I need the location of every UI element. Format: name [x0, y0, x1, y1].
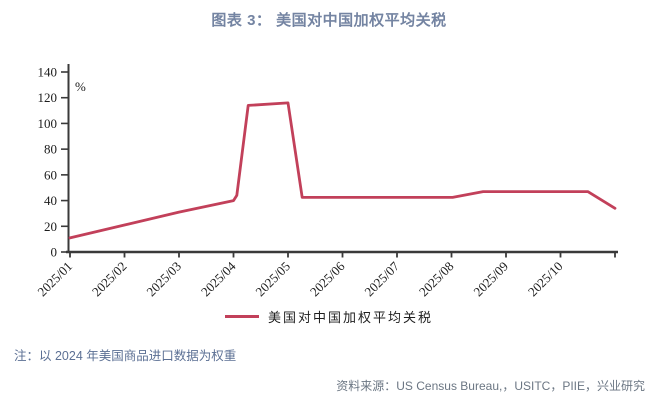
- x-tick-label: 2025/09: [470, 259, 511, 300]
- x-tick-label: 2025/01: [34, 259, 75, 300]
- y-tick-label: 120: [38, 90, 58, 105]
- x-tick-label: 2025/10: [525, 259, 566, 300]
- y-tick-label: 60: [44, 167, 57, 182]
- chart-source: 资料来源：US Census Bureau,，USITC，PIIE，兴业研究: [336, 379, 645, 393]
- chart-note: 注：以 2024 年美国商品进口数据为权重: [14, 349, 237, 363]
- y-tick-label: 40: [44, 193, 57, 208]
- y-tick-label: 0: [51, 245, 58, 260]
- x-tick-label: 2025/07: [361, 258, 402, 299]
- tariff-chart-svg: 0 20 40 60 80 100 120 140% 2025/01 2025/02 2025/03…: [34, 64, 618, 300]
- legend: 美国对中国加权平均关税: [0, 307, 658, 326]
- x-tick-label: 2025/05: [252, 259, 293, 300]
- y-tick-label: 80: [44, 142, 57, 157]
- tariff-line: [68, 101, 617, 240]
- legend-line-swatch: [224, 315, 259, 318]
- x-tick-label: 2025/03: [143, 259, 184, 300]
- y-tick-label: 100: [38, 116, 58, 131]
- page-title: 图表 3： 美国对中国加权平均关税: [211, 12, 447, 29]
- x-tick-label: 2025/02: [89, 259, 130, 300]
- x-tick-label: 2025/06: [307, 258, 348, 299]
- legend-label: 美国对中国加权平均关税: [267, 310, 433, 325]
- x-tick-label: 2025/08: [416, 259, 457, 300]
- y-tick-label: 20: [44, 219, 57, 234]
- y-axis-unit-label: %: [75, 79, 86, 94]
- x-tick-label: 2025/04: [198, 258, 239, 299]
- y-tick-label: 140: [38, 65, 58, 80]
